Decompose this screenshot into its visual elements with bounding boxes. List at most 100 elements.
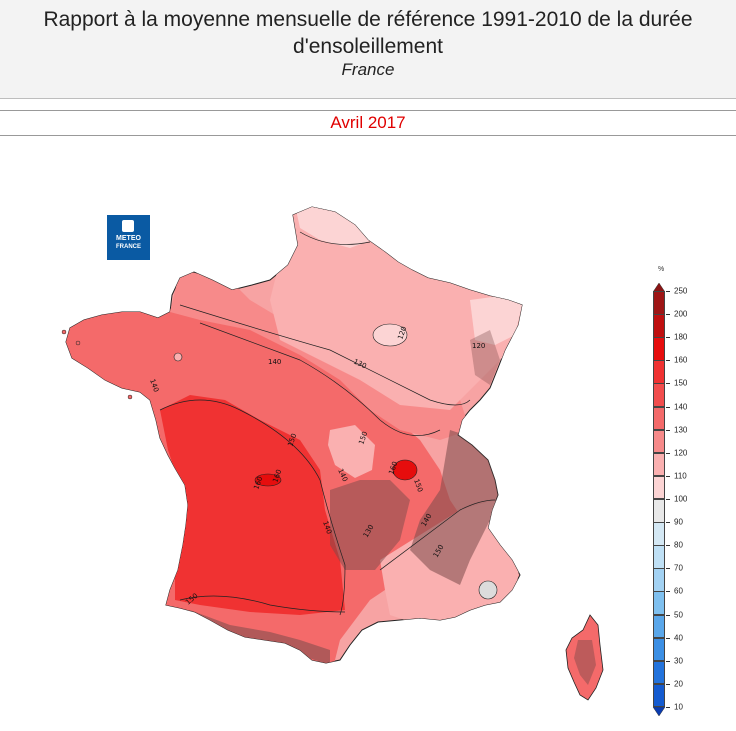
legend-color-cell [653,452,665,477]
zone-150 [160,395,345,615]
legend-label: 160 [674,355,688,365]
legend-color-cell [653,499,665,523]
legend-color-cell [653,591,665,616]
relief-vosges [470,330,500,385]
legend-tick [666,591,670,593]
legend-tick [666,707,670,708]
legend-color-cell [653,429,665,454]
legend-bottom-arrow [653,707,665,716]
zone-120 [270,207,522,410]
legend-color-cell [653,614,665,639]
logo-mark-icon [122,220,134,232]
legend-tick [666,637,670,639]
map-title: Rapport à la moyenne mensuelle de référe… [0,6,736,60]
legend-label: 70 [674,563,683,573]
contour-label: 140 [268,358,281,366]
legend-tick [666,360,670,362]
legend-bar [653,291,665,708]
legend-tick [666,660,670,662]
relief-massif-central [330,480,410,570]
legend-label: 60 [674,586,683,596]
france-map: 120 130 140 150 160 140 150 160 140 150 … [61,206,604,701]
legend-label: 30 [674,656,683,666]
island [127,394,133,400]
legend-tick [666,383,670,385]
legend-top-arrow [653,283,665,292]
zone-110 [295,207,372,248]
legend-color-cell [653,337,665,361]
color-legend: % 250 200 180 160 150 140 130 120 110 100 90 80 70 60… [640,266,736,726]
legend-color-cell [653,383,665,408]
legend-color-cell [653,475,665,500]
relief-alps [410,430,500,585]
contour-circle-nice [478,580,498,600]
legend-label: 180 [674,332,688,342]
legend-label: 10 [674,702,683,712]
hotspot-160 [254,473,282,487]
legend-tick [666,291,670,292]
contour-circle-brittany [173,352,183,362]
legend-tick [666,429,670,431]
meteo-france-logo: METEO FRANCE [107,215,150,260]
legend-label: 140 [674,402,688,412]
zone-130-centre [328,425,375,478]
contour-line-130 [179,304,471,406]
hotspot-160-east [392,459,418,481]
corsica [565,614,604,701]
contour-line-150b [179,595,346,613]
legend-tick [666,314,670,316]
contour-line-140b [379,499,496,571]
legend-label: 130 [674,425,688,435]
map-subtitle: France [341,60,395,79]
island [61,329,67,335]
legend-label: 40 [674,633,683,643]
legend-tick [666,475,670,477]
legend-label: 90 [674,517,683,527]
contour-lines [159,231,496,616]
legend-unit: % [658,266,665,273]
legend-color-cell [653,683,665,708]
legend-tick [666,452,670,454]
legend-tick [666,614,670,616]
legend-label: 100 [674,494,688,504]
month-bar: Avril 2017 [0,110,736,136]
legend-color-cell [653,360,665,384]
contour-ellipse-paris [372,323,408,347]
corsica-relief [574,640,596,685]
legend-color-cell [653,522,665,546]
legend-label: 200 [674,309,688,319]
legend-tick [666,499,670,500]
legend-color-cell [653,660,665,685]
logo-text-line2: FRANCE [116,244,141,250]
legend-tick [666,522,670,524]
legend-color-cell [653,406,665,431]
legend-label: 50 [674,610,683,620]
legend-color-cell [653,568,665,592]
title-line1: Rapport à la moyenne mensuelle de référe… [43,8,693,31]
title-line2: d'ensoleillement [293,35,443,58]
contour-line-140 [199,322,441,436]
legend-color-cell [653,314,665,338]
legend-tick [666,337,670,339]
legend-color-cell [653,545,665,569]
legend-color-cell [653,291,665,315]
header: Rapport à la moyenne mensuelle de référe… [0,0,736,99]
legend-label: 150 [674,378,688,388]
legend-tick [666,683,670,685]
contour-label: 120 [472,342,485,350]
logo-text-line1: METEO [116,235,141,242]
island [75,340,81,346]
legend-tick [666,545,670,547]
legend-tick [666,568,670,570]
month-label: Avril 2017 [330,113,406,132]
legend-color-cell [653,637,665,662]
legend-label: 20 [674,679,683,689]
zone-110-east [470,296,522,345]
legend-label: 120 [674,448,688,458]
legend-tick [666,406,670,408]
contour-line-120 [299,231,371,245]
legend-label: 80 [674,540,683,550]
legend-label: 110 [674,471,687,481]
contour-line-150 [159,399,346,616]
legend-label: 250 [674,286,688,296]
